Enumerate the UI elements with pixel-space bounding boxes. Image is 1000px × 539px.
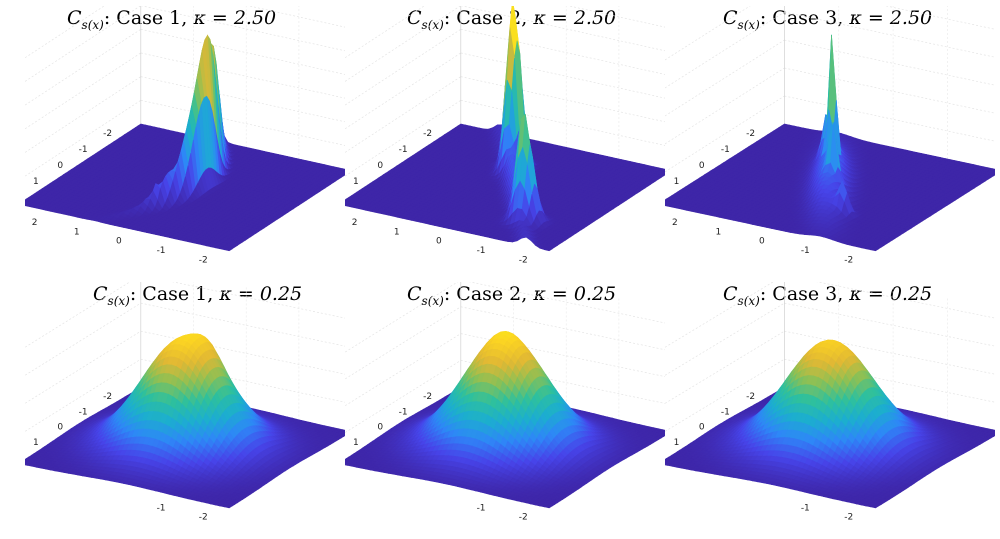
y-tick-label: 1 — [715, 227, 721, 237]
panel-title: Cs(x): Case 3, κ = 2.50 — [723, 7, 933, 32]
y-tick-label: -1 — [157, 504, 166, 514]
title-symbol: Cs(x) — [723, 283, 760, 308]
y-tick-label: 2 — [32, 218, 38, 228]
x-tick-label: -1 — [721, 407, 730, 417]
x-tick-label: 0 — [699, 423, 705, 433]
x-tick-label: 0 — [699, 161, 705, 171]
y-tick-label: -1 — [801, 504, 810, 514]
y-ticks: 2 1 0 -1 -2 — [32, 218, 208, 265]
y-tick-label: -1 — [157, 246, 166, 256]
y-tick-label: -2 — [519, 513, 528, 523]
axes-grid — [25, 6, 345, 177]
surface-plot: 0.511.52-2-101-1-2 — [345, 282, 665, 523]
panel-title: Cs(x): Case 2, κ = 0.25 — [407, 283, 617, 308]
x-tick-label: -2 — [423, 129, 432, 139]
y-tick-label: -1 — [477, 504, 486, 514]
y-tick-label: -2 — [199, 255, 208, 265]
x-tick-label: -1 — [721, 145, 730, 155]
y-tick-label: -2 — [844, 513, 853, 523]
y-ticks: 2 1 0 -1 -2 — [672, 218, 853, 265]
panel-case2-kappa250: Cs(x): Case 2, κ = 2.50 0.10.20.30.40.50… — [345, 6, 665, 276]
x-tick-label: 1 — [33, 438, 39, 448]
x-tick-label: 1 — [353, 438, 359, 448]
y-tick-label: 0 — [436, 237, 442, 247]
title-symbol: Cs(x) — [407, 7, 444, 32]
title-symbol: Cs(x) — [407, 283, 444, 308]
y-tick-label: 1 — [394, 227, 400, 237]
surface-plot: 0.511.52-2-101-1-2 — [25, 282, 345, 523]
surface-plot: 0.511.52-2-101-1-2 — [665, 282, 995, 523]
y-tick-label: -2 — [844, 255, 853, 265]
surface-mesh — [25, 34, 345, 252]
title-symbol: Cs(x) — [723, 7, 760, 32]
x-tick-label: -1 — [399, 145, 408, 155]
x-ticks: -2 -1 0 1 — [674, 392, 755, 448]
y-ticks: -1 -2 — [157, 504, 208, 523]
y-tick-label: -1 — [801, 246, 810, 256]
x-tick-label: -2 — [423, 392, 432, 402]
surface-plot: 0.10.20.30.40.5-2-1012210-1-2 — [665, 6, 995, 265]
y-tick-label: 2 — [672, 218, 678, 228]
surface-plot: 0.10.20.30.40.50.6-2-1012210-1-2 — [345, 6, 665, 265]
x-tick-label: 0 — [57, 423, 63, 433]
panel-title: Cs(x): Case 1, κ = 2.50 — [67, 7, 277, 32]
x-tick-label: -1 — [79, 407, 88, 417]
y-tick-label: -1 — [477, 246, 486, 256]
x-tick-label: -1 — [79, 145, 88, 155]
y-tick-label: 0 — [759, 237, 765, 247]
surface-mesh — [665, 339, 995, 509]
surface-mesh — [345, 331, 665, 509]
y-tick-label: 1 — [74, 227, 80, 237]
x-tick-label: -2 — [746, 392, 755, 402]
panel-case3-kappa025: Cs(x): Case 3, κ = 0.25 0.511.52-2-101-1… — [665, 282, 995, 539]
x-tick-label: -2 — [746, 129, 755, 139]
panel-case1-kappa250: Cs(x): Case 1, κ = 2.50 0.10.20.30.40.50… — [25, 6, 345, 276]
x-tick-label: -1 — [399, 407, 408, 417]
title-symbol: Cs(x) — [93, 283, 130, 308]
y-tick-label: 2 — [352, 218, 358, 228]
panel-title: Cs(x): Case 1, κ = 0.25 — [93, 283, 303, 308]
x-tick-label: -2 — [103, 392, 112, 402]
axes-grid — [665, 6, 995, 173]
surface-mesh — [665, 34, 995, 252]
x-tick-label: 0 — [377, 423, 383, 433]
x-ticks: -2 -1 0 1 — [33, 392, 112, 448]
x-tick-label: 1 — [674, 438, 680, 448]
panel-case1-kappa025: Cs(x): Case 1, κ = 0.25 0.511.52-2-101-1… — [25, 282, 345, 539]
x-tick-label: 0 — [377, 161, 383, 171]
surface-plot: 0.10.20.30.40.50.6-2-1012210-1-2 — [25, 6, 345, 265]
x-tick-label: 1 — [33, 177, 39, 187]
x-tick-label: 1 — [674, 177, 680, 187]
panel-case2-kappa025: Cs(x): Case 2, κ = 0.25 0.511.52-2-101-1… — [345, 282, 665, 539]
surface-mesh — [25, 333, 345, 509]
y-tick-label: -2 — [519, 255, 528, 265]
x-ticks: -2 -1 0 1 — [353, 392, 432, 448]
panel-case3-kappa250: Cs(x): Case 3, κ = 2.50 0.10.20.30.40.5-… — [665, 6, 995, 276]
y-ticks: 2 1 0 -1 -2 — [352, 218, 528, 265]
y-ticks: -1 -2 — [801, 504, 853, 523]
surface-mesh — [345, 6, 665, 252]
panel-title: Cs(x): Case 3, κ = 0.25 — [723, 283, 933, 308]
y-tick-label: -2 — [199, 513, 208, 523]
panel-title: Cs(x): Case 2, κ = 2.50 — [407, 7, 617, 32]
x-tick-label: -2 — [103, 129, 112, 139]
y-tick-label: 0 — [116, 237, 122, 247]
x-tick-label: 0 — [57, 161, 63, 171]
x-tick-label: 1 — [353, 177, 359, 187]
title-symbol: Cs(x) — [67, 7, 104, 32]
y-ticks: -1 -2 — [477, 504, 528, 523]
